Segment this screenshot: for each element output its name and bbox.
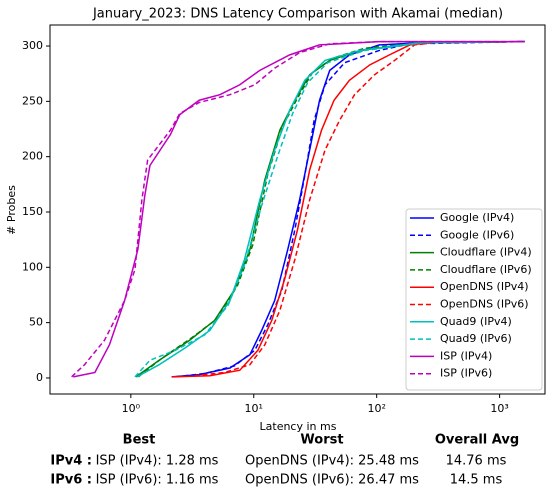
x-tick-label: 10² <box>367 402 385 415</box>
legend-label: Quad9 (IPv4) <box>440 315 512 328</box>
y-tick-label: 150 <box>22 205 43 218</box>
y-tick-label: 50 <box>29 316 43 329</box>
series-line <box>175 40 525 378</box>
row-label: IPv4 : <box>50 454 92 469</box>
table-cell: ISP (IPv6): 1.16 ms <box>96 473 219 488</box>
series-line <box>136 40 525 378</box>
x-axis-label: Latency in ms <box>260 420 337 433</box>
legend-label: Google (IPv6) <box>440 228 514 241</box>
legend-label: OpenDNS (IPv6) <box>440 298 529 311</box>
legend-label: OpenDNS (IPv4) <box>440 280 529 293</box>
x-tick-label: 10⁰ <box>122 402 141 415</box>
y-tick-label: 0 <box>36 371 43 384</box>
table-header: Worst <box>300 433 343 448</box>
row-label: IPv6 : <box>50 473 92 488</box>
x-tick-label: 10³ <box>490 402 508 415</box>
table-header: Overall Avg <box>435 433 519 448</box>
legend-label: ISP (IPv6) <box>440 367 492 380</box>
series-line <box>171 40 525 378</box>
y-tick-label: 250 <box>22 94 43 107</box>
y-axis-label: # Probes <box>5 185 18 235</box>
legend-label: Cloudflare (IPv6) <box>440 263 532 276</box>
y-tick-label: 200 <box>22 150 43 163</box>
legend-box <box>405 208 543 391</box>
legend-label: Quad9 (IPv6) <box>440 332 512 345</box>
legend-label: Cloudflare (IPv4) <box>440 246 532 259</box>
table-cell: 14.76 ms <box>446 454 507 469</box>
legend-label: ISP (IPv4) <box>440 349 492 362</box>
y-tick-label: 300 <box>22 39 43 52</box>
series-line <box>134 40 525 378</box>
y-tick-label: 100 <box>22 260 43 273</box>
table-cell: ISP (IPv4): 1.28 ms <box>96 454 219 469</box>
table-cell: OpenDNS (IPv6): 26.47 ms <box>245 473 419 488</box>
table-cell: OpenDNS (IPv4): 25.48 ms <box>245 454 419 469</box>
x-tick-label: 10¹ <box>245 402 263 415</box>
chart-title: January_2023: DNS Latency Comparison wit… <box>92 7 503 22</box>
legend-label: Google (IPv4) <box>440 211 514 224</box>
series-line <box>194 40 525 377</box>
plot-frame <box>49 24 546 395</box>
table-header: Best <box>123 433 156 448</box>
table-cell: 14.5 ms <box>450 473 503 488</box>
